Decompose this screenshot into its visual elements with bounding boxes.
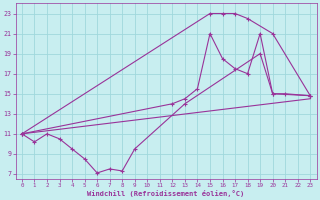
X-axis label: Windchill (Refroidissement éolien,°C): Windchill (Refroidissement éolien,°C) — [87, 190, 245, 197]
